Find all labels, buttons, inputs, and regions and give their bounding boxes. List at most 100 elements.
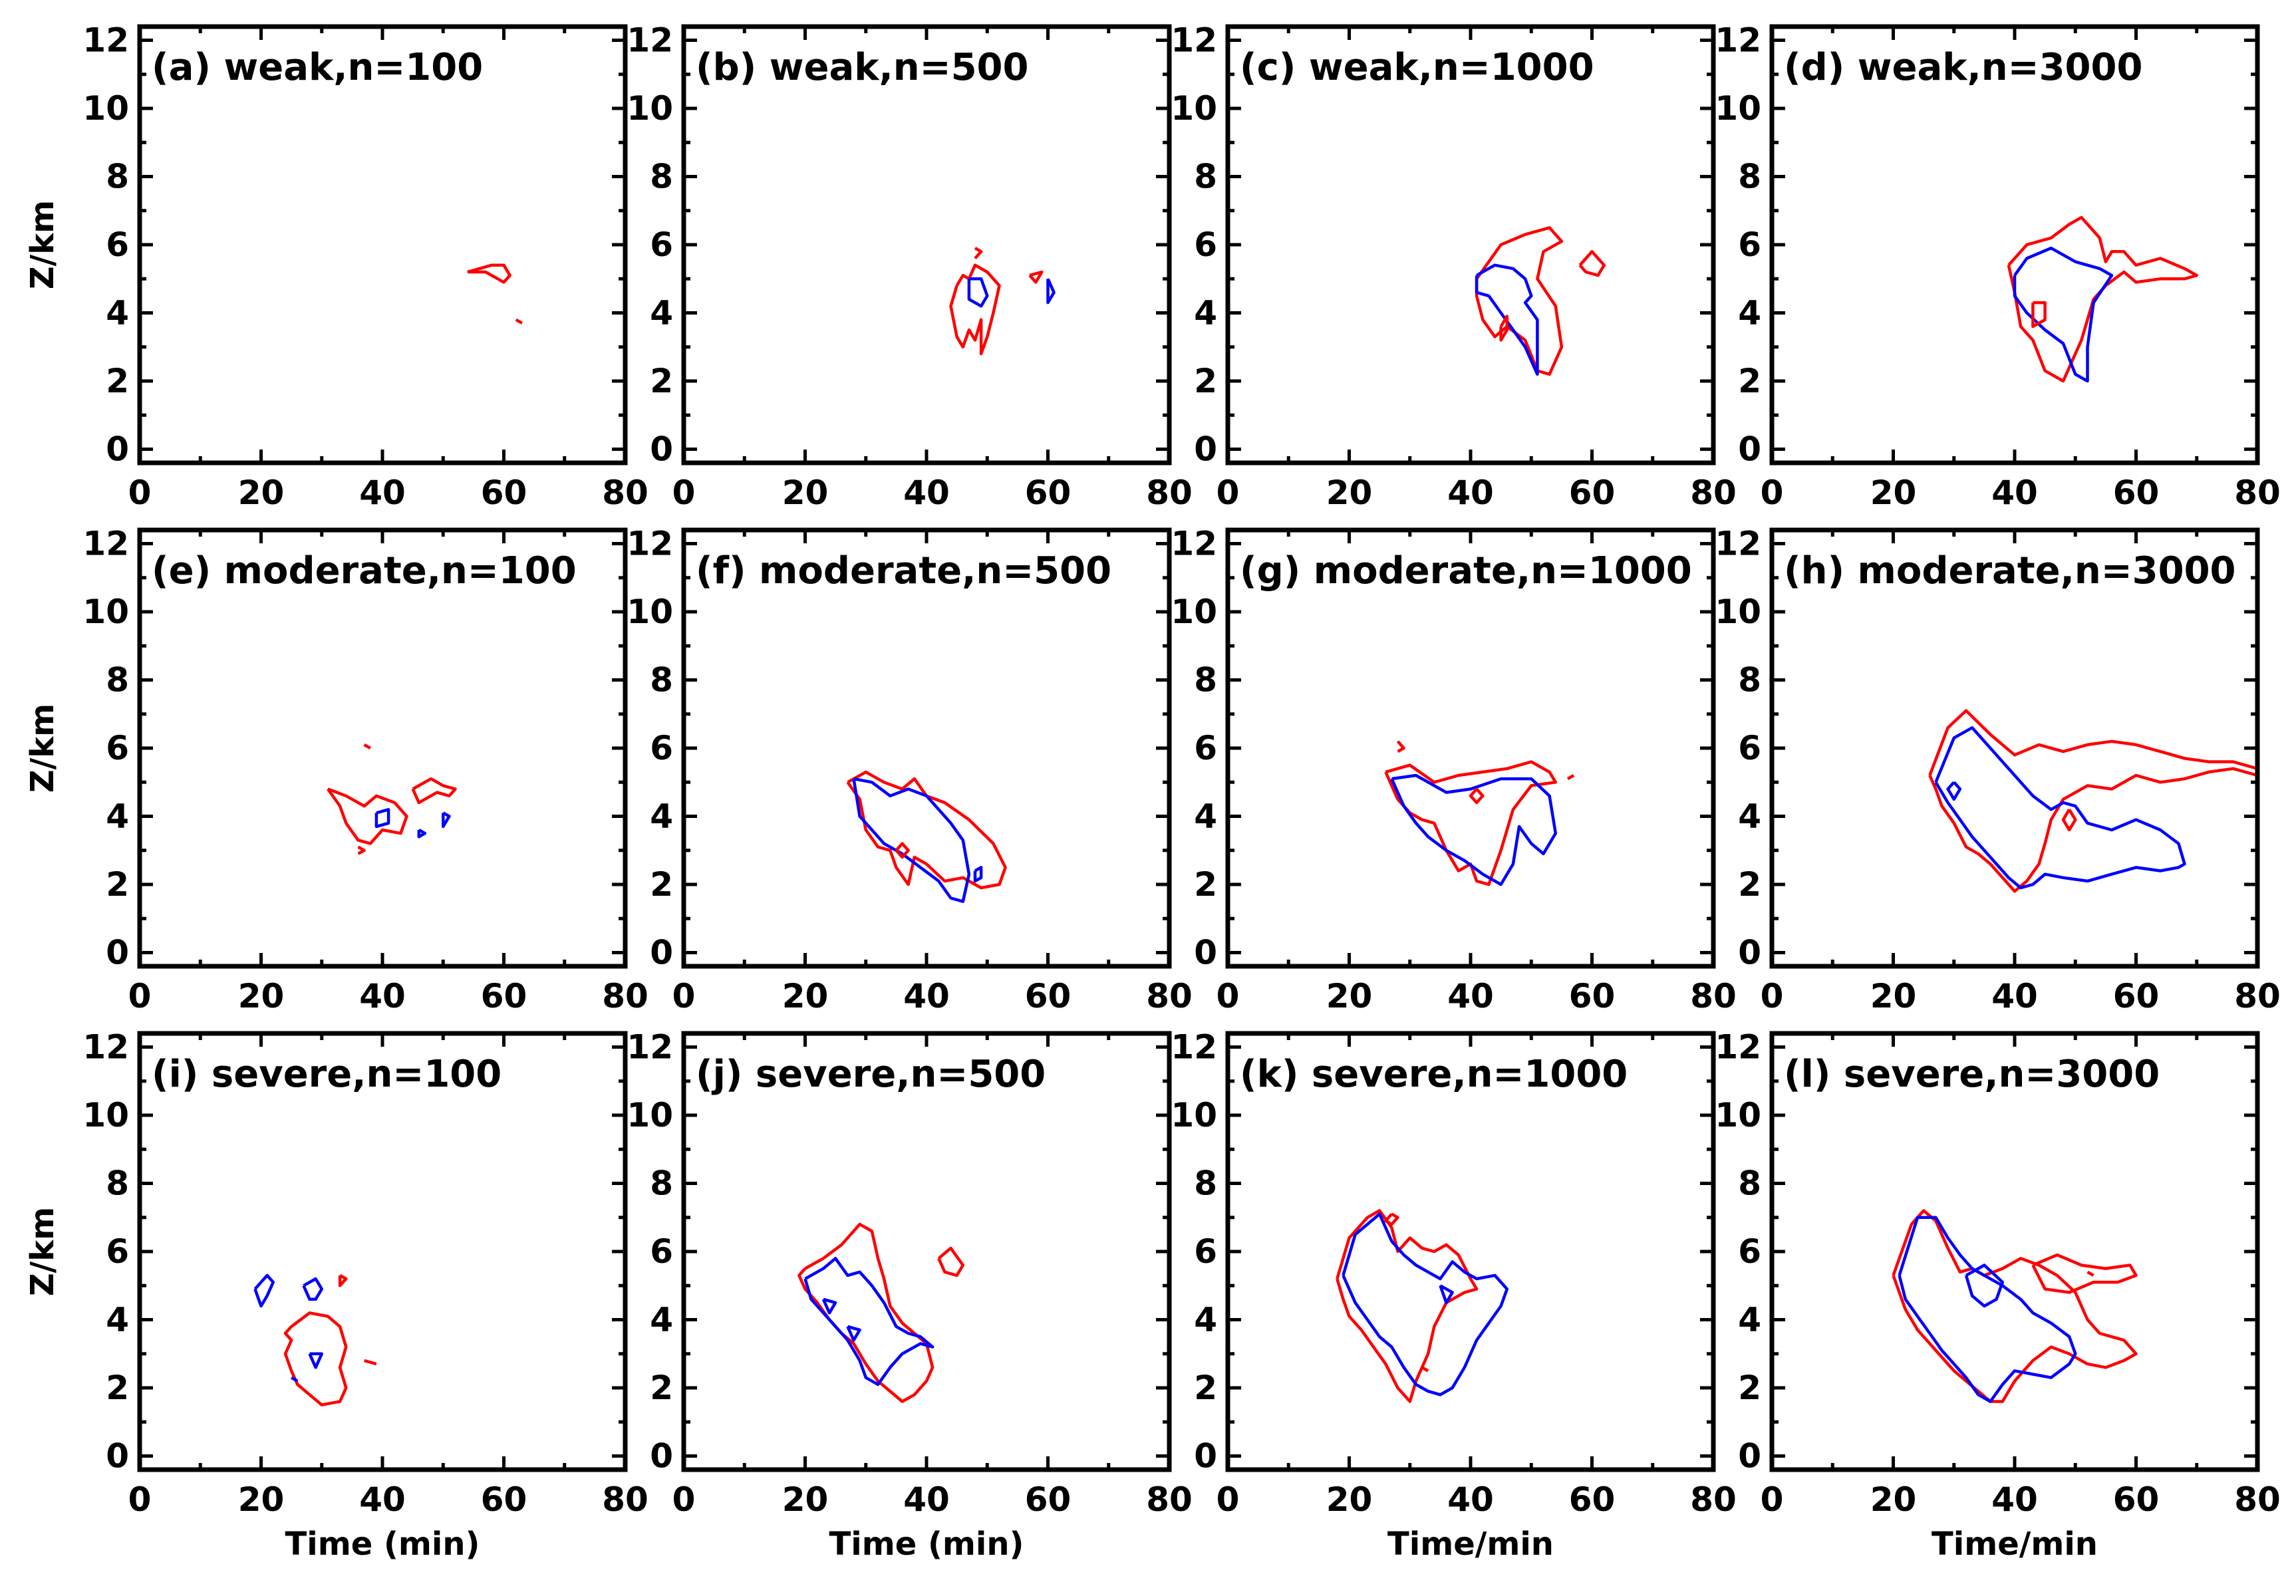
y-tick-label: 0 [1738,430,1761,469]
panel-6: 0 20 40 60 80 0 2 4 6 8 10 12 (g) moderate,n=1000 [1171,525,1736,1016]
panel-title: (k) severe,n=1000 [1240,1053,1628,1096]
y-tick-label: 0 [1738,1437,1761,1476]
contour-blue-3 [973,866,983,883]
y-tick-label: 2 [1194,865,1217,904]
panel-frame [1769,24,2260,466]
y-tick-label: 8 [106,158,129,196]
contour-red-2 [937,1246,965,1277]
contour-red-5 [363,1359,377,1366]
y-tick-label: 2 [106,362,129,400]
contour-red-6 [363,743,371,749]
y-tick-label: 10 [1715,89,1761,128]
x-tick-label: 20 [782,473,829,512]
contour-group [2007,215,2199,383]
contour-blue-4 [442,811,451,829]
contour-red-2 [1384,1212,1399,1226]
x-tick-label: 80 [1146,977,1193,1015]
contour-red-2 [1469,788,1485,805]
y-tick-label: 10 [627,89,673,128]
x-tick-label: 40 [903,1480,950,1519]
x-tick-label: 60 [1569,977,1616,1015]
contour-blue-4 [846,1325,861,1342]
contour-blue-1 [1934,726,2186,890]
x-tick-label: 0 [672,1480,696,1519]
panel-title: (j) severe,n=500 [696,1053,1046,1096]
x-tick-label: 40 [903,977,950,1015]
contour-group [1336,1209,1509,1403]
y-tick-label: 6 [1194,225,1217,264]
x-tick-label: 80 [1690,473,1737,512]
x-tick-label: 0 [672,473,696,512]
y-tick-label: 4 [650,1301,673,1339]
panel-title: (f) moderate,n=500 [696,549,1111,593]
contour-red-0 [846,770,1007,890]
contour-red-3 [1028,270,1044,284]
x-tick-label: 0 [128,1480,152,1519]
contour-red-0 [2007,215,2199,383]
contour-red-3 [1499,315,1509,342]
x-tick-label: 20 [238,1480,285,1519]
y-tick-label: 0 [106,430,129,469]
y-tick-label: 12 [1171,525,1217,563]
x-tick-label: 0 [128,977,152,1015]
x-tick-label: 60 [2113,473,2160,512]
y-tick-label: 4 [106,797,129,836]
y-tick-label: 4 [1738,797,1761,836]
panel-4: 0 20 40 60 80 0 2 4 6 8 10 12 (e) moderate,n=100 Z/km [24,525,648,1016]
contour-group [1475,226,1606,376]
contour-red-2 [2061,809,2077,832]
y-tick-label: 10 [1171,89,1217,128]
contour-group [1384,740,1575,886]
contour-group [1892,1209,2138,1403]
x-tick-label: 20 [238,473,285,512]
contour-group [846,770,1007,903]
contour-red-0 [1336,1209,1479,1403]
y-tick-label: 10 [1715,1096,1761,1134]
y-tick-label: 12 [82,1028,129,1067]
panel-frame [681,24,1172,466]
y-tick-label: 2 [1738,865,1761,904]
panel-1: 0 20 40 60 80 0 2 4 6 8 10 12 (b) weak,n=500 [627,21,1192,513]
y-tick-label: 8 [650,158,673,196]
y-tick-label: 2 [650,865,673,904]
x-tick-label: 80 [2234,977,2281,1015]
y-tick-label: 4 [106,294,129,332]
y-tick-label: 0 [106,934,129,972]
x-tick-label: 60 [1025,1480,1072,1519]
contour-red-4 [338,1273,348,1287]
y-tick-label: 12 [1715,1028,1761,1067]
x-tick-label: 60 [481,1480,527,1519]
panel-2: 0 20 40 60 80 0 2 4 6 8 10 12 (c) weak,n=1000 [1171,21,1736,513]
x-tick-label: 0 [1761,1480,1784,1519]
y-tick-label: 2 [650,1369,673,1407]
x-tick-label: 60 [1025,977,1072,1015]
y-tick-label: 8 [106,661,129,700]
x-axis-label: Time/min [1387,1526,1554,1563]
y-tick-label: 6 [106,1232,129,1271]
y-tick-label: 8 [106,1164,129,1203]
panel-8: 0 20 40 60 80 0 2 4 6 8 10 12 (i) severe,n=100 Z/km Ti… [24,1028,648,1563]
y-tick-label: 8 [1738,661,1761,700]
x-tick-label: 40 [903,473,950,512]
x-tick-label: 80 [1690,977,1737,1015]
y-tick-label: 6 [106,225,129,264]
panel-9: 0 20 40 60 80 0 2 4 6 8 10 12 (j) severe,n=500 Time (… [627,1028,1192,1563]
panel-frame [137,1031,628,1472]
contour-blue-1 [967,277,989,308]
x-tick-label: 80 [602,1480,648,1519]
contour-blue-1 [1390,773,1558,886]
y-tick-label: 6 [1738,729,1761,767]
y-tick-label: 2 [1738,362,1761,400]
panel-title: (h) moderate,n=3000 [1784,549,2236,593]
y-axis-label: Z/km [24,704,61,793]
contour-group [327,743,457,855]
y-tick-label: 0 [650,430,673,469]
contour-blue-2 [374,808,390,829]
panel-11: 0 20 40 60 80 0 2 4 6 8 10 12 (l) severe,n=3000 Time/… [1715,1028,2280,1563]
panel-title: (a) weak,n=100 [152,46,483,89]
contour-red-1 [515,318,523,325]
panel-title: (d) weak,n=3000 [1784,46,2142,89]
panel-frame [1225,527,1716,969]
contour-blue-3 [417,829,427,839]
x-tick-label: 40 [359,1480,406,1519]
